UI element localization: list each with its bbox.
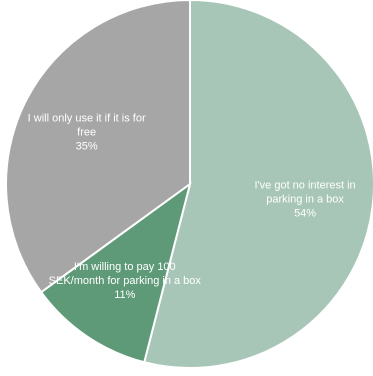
pie-slice-label-1: I'm willing to pay 100 SEK/month for park… xyxy=(49,261,202,301)
pie-slice-2 xyxy=(5,0,191,294)
pie-slice-label-line: parking in a box xyxy=(266,194,344,206)
pie-labels: I've got no interest in parking in a box 5… xyxy=(28,112,356,301)
pie-slices xyxy=(5,0,373,369)
pie-slice-label-line: free xyxy=(77,126,96,138)
pie-slice-label-line: 54% xyxy=(294,208,316,220)
pie-slice-1 xyxy=(39,181,192,364)
pie-slice-label-line: 35% xyxy=(76,140,98,152)
pie-slice-label-line: 11% xyxy=(114,289,135,301)
pie-slice-label-line: SEK/month for parking in a box xyxy=(49,275,202,287)
pie-slice-label-0: I've got no interest in parking in a box 5… xyxy=(255,180,356,220)
pie-slice-label-line: I will only use it if it is for xyxy=(28,112,146,124)
pie-slice-label-line: I'm willing to pay 100 xyxy=(74,261,176,273)
pie-slice-label-2: I will only use it if it is for free 35% xyxy=(28,112,146,152)
pie-slice-label-line: I've got no interest in xyxy=(255,180,356,192)
